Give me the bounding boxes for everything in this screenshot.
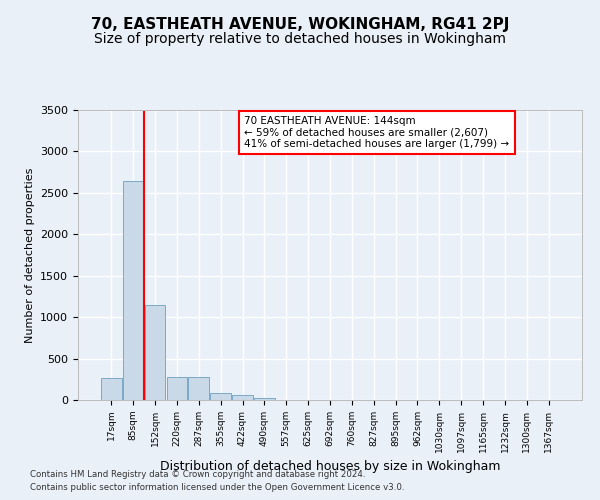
Text: Size of property relative to detached houses in Wokingham: Size of property relative to detached ho… (94, 32, 506, 46)
Text: 70, EASTHEATH AVENUE, WOKINGHAM, RG41 2PJ: 70, EASTHEATH AVENUE, WOKINGHAM, RG41 2P… (91, 18, 509, 32)
Text: Contains HM Land Registry data © Crown copyright and database right 2024.: Contains HM Land Registry data © Crown c… (30, 470, 365, 479)
Bar (123, 182, 143, 400)
Bar (188, 377, 209, 400)
Text: Contains public sector information licensed under the Open Government Licence v3: Contains public sector information licen… (30, 483, 404, 492)
Bar (210, 392, 231, 400)
Bar (167, 377, 187, 400)
Bar (232, 396, 253, 400)
X-axis label: Distribution of detached houses by size in Wokingham: Distribution of detached houses by size … (160, 460, 500, 473)
Bar (254, 398, 275, 400)
Bar (145, 304, 166, 400)
Bar (101, 378, 122, 400)
Y-axis label: Number of detached properties: Number of detached properties (25, 168, 35, 342)
Text: 70 EASTHEATH AVENUE: 144sqm
← 59% of detached houses are smaller (2,607)
41% of : 70 EASTHEATH AVENUE: 144sqm ← 59% of det… (244, 116, 509, 149)
